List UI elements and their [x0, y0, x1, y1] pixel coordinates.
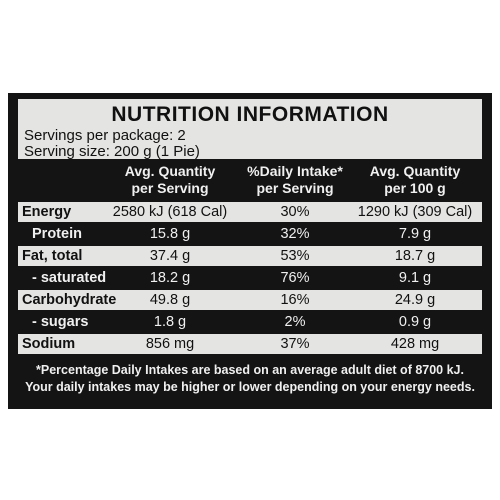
footnote: Your daily intakes may be higher or lowe…: [25, 380, 475, 394]
nutrient-label: - sugars: [32, 314, 89, 330]
header-line: per Serving: [256, 180, 334, 196]
title-box: NUTRITION INFORMATION Servings per packa…: [18, 99, 482, 160]
column-header: Avg. Quantity per Serving: [110, 163, 230, 197]
table-row: - saturated 18.2 g 76% 9.1 g: [18, 268, 482, 288]
footnote: *Percentage Daily Intakes are based on a…: [36, 363, 464, 377]
nutrient-value: 856 mg: [145, 336, 195, 352]
nutrient-value: 76%: [280, 270, 310, 286]
nutrient-value: 18.2 g: [149, 270, 191, 286]
nutrient-value: 1290 kJ (309 Cal): [357, 204, 473, 220]
column-header: %Daily Intake* per Serving: [235, 163, 355, 197]
servings-line: Servings per package: 2: [24, 127, 186, 144]
table-row: Energy 2580 kJ (618 Cal) 30% 1290 kJ (309 C…: [18, 202, 482, 222]
header-line: %Daily Intake*: [247, 163, 343, 179]
nutrient-value: 53%: [280, 248, 310, 264]
nutrient-value: 37.4 g: [149, 248, 191, 264]
nutrient-label: Energy: [22, 204, 72, 220]
header-line: Avg. Quantity: [369, 163, 461, 179]
nutrient-value: 428 mg: [390, 336, 440, 352]
nutrient-value: 16%: [280, 292, 310, 308]
nutrient-value: 30%: [280, 204, 310, 220]
table-row: Carbohydrate 49.8 g 16% 24.9 g: [18, 290, 482, 310]
nutrient-value: 2%: [284, 314, 306, 330]
nutrient-value: 2580 kJ (618 Cal): [112, 204, 228, 220]
nutrient-label: Sodium: [22, 336, 76, 352]
table-row: Fat, total 37.4 g 53% 18.7 g: [18, 246, 482, 266]
nutrient-value: 0.9 g: [398, 314, 432, 330]
header-line: Avg. Quantity: [124, 163, 216, 179]
nutrient-label: Protein: [32, 226, 82, 242]
header-line: per 100 g: [384, 180, 446, 196]
table-row: Protein 15.8 g 32% 7.9 g: [18, 224, 482, 244]
nutrient-label: Fat, total: [22, 248, 83, 264]
nutrient-value: 32%: [280, 226, 310, 242]
nutrient-value: 49.8 g: [149, 292, 191, 308]
nutrient-value: 37%: [280, 336, 310, 352]
nutrient-label: - saturated: [32, 270, 107, 286]
column-header: Avg. Quantity per 100 g: [355, 163, 475, 197]
nutrient-value: 15.8 g: [149, 226, 191, 242]
nutrition-panel: NUTRITION INFORMATION Servings per packa…: [8, 93, 492, 409]
nutrient-value: 9.1 g: [398, 270, 432, 286]
nutrient-label: Carbohydrate: [22, 292, 117, 308]
nutrient-value: 24.9 g: [394, 292, 436, 308]
nutrient-value: 1.8 g: [153, 314, 187, 330]
nutrient-value: 18.7 g: [394, 248, 436, 264]
header-line: per Serving: [131, 180, 209, 196]
servings-line: Serving size: 200 g (1 Pie): [24, 143, 200, 160]
table-row: Sodium 856 mg 37% 428 mg: [18, 334, 482, 354]
title: NUTRITION INFORMATION: [111, 103, 389, 126]
table-row: - sugars 1.8 g 2% 0.9 g: [18, 312, 482, 332]
nutrient-value: 7.9 g: [398, 226, 432, 242]
